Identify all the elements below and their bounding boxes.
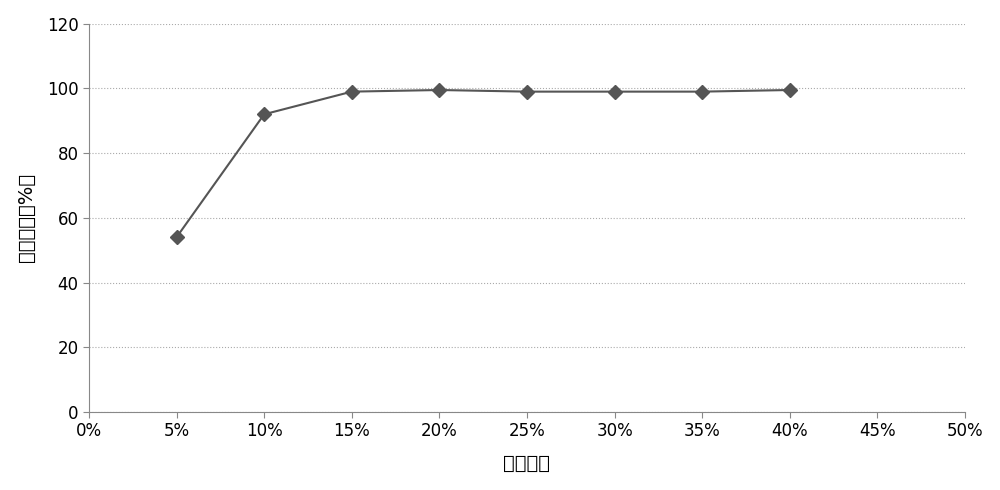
Y-axis label: 铁消解率（%）: 铁消解率（%） xyxy=(17,173,36,263)
X-axis label: 禗酸浓度: 禗酸浓度 xyxy=(503,454,550,473)
